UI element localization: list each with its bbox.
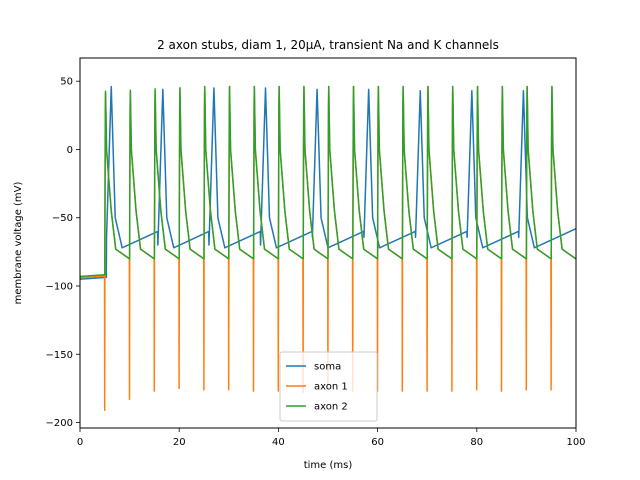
plot-frame: [79, 57, 577, 429]
y-tick-label: 50: [60, 77, 73, 88]
y-tick-label: −100: [46, 282, 73, 293]
x-tick-label: 100: [566, 437, 585, 448]
plot-area: [79, 57, 577, 429]
legend-label: axon 2: [314, 402, 348, 413]
legend-label: soma: [314, 362, 341, 373]
series-layer: [80, 85, 576, 411]
x-tick-label: 80: [470, 437, 483, 448]
x-tick-label: 40: [272, 437, 285, 448]
y-axis-label: membrane voltage (mV): [13, 181, 24, 304]
x-tick-label: 20: [173, 437, 186, 448]
x-axis: 0 20 40 60 80 100: [77, 428, 586, 448]
series-line-axon-2: [80, 85, 576, 278]
legend-label: axon 1: [314, 382, 348, 393]
y-tick-label: −150: [46, 350, 73, 361]
legend: soma axon 1 axon 2: [279, 351, 378, 422]
x-tick-label: 60: [371, 437, 384, 448]
y-tick-label: −50: [52, 213, 73, 224]
y-tick-label: 0: [67, 145, 73, 156]
x-axis-label: time (ms): [304, 460, 353, 471]
legend-box: [279, 351, 378, 422]
chart-title: 2 axon stubs, diam 1, 20μA, transient Na…: [157, 38, 499, 52]
x-tick-label: 0: [77, 437, 83, 448]
y-axis: −200 −150 −100 −50 0 50: [46, 77, 80, 429]
y-tick-label: −200: [46, 418, 73, 429]
